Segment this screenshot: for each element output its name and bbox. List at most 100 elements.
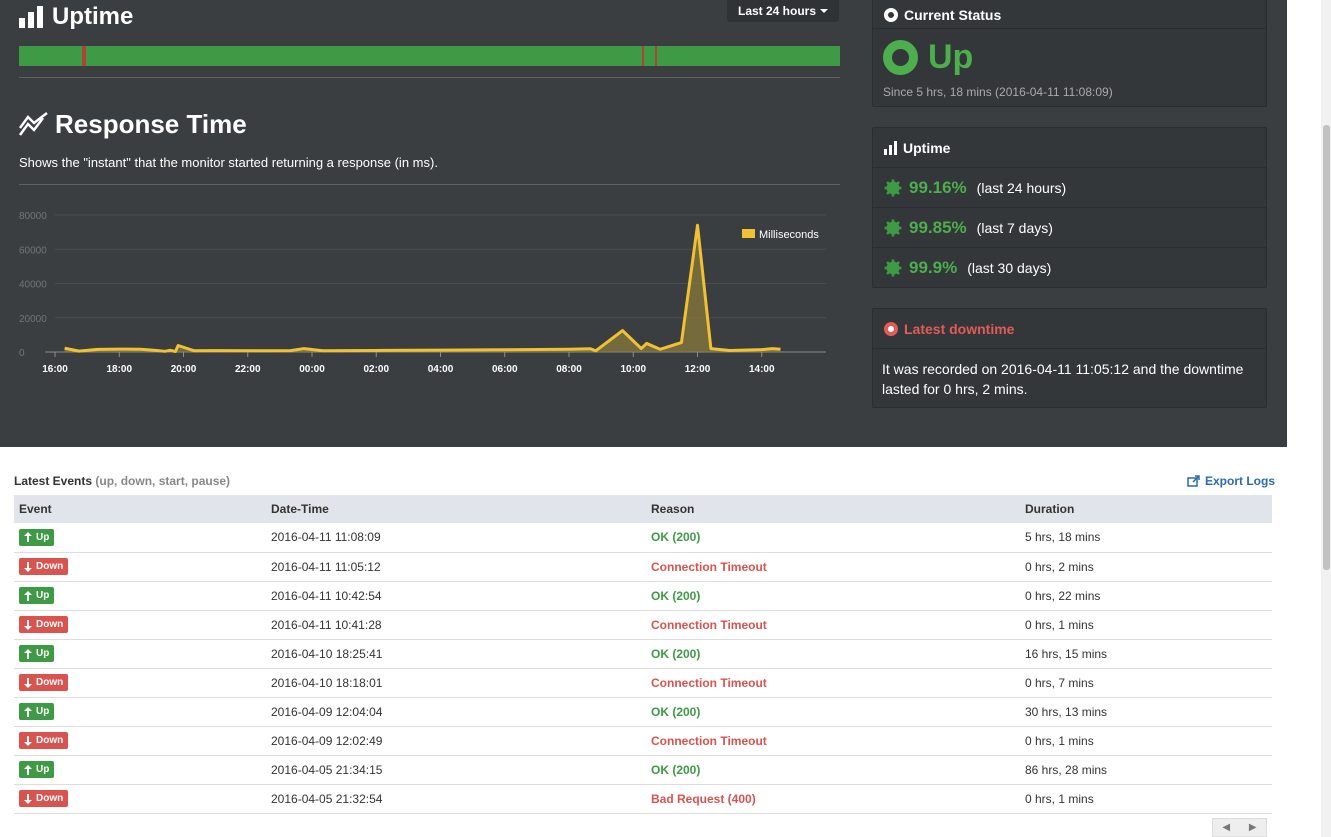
line-chart-icon [19,112,48,136]
current-status-header: Current Status [873,0,1266,29]
event-cell: Up [14,523,266,553]
event-label: Down [36,677,64,688]
datetime-cell: 2016-04-10 18:18:01 [266,668,646,698]
x-tick-label: 12:00 [685,364,711,375]
x-tick-label: 20:00 [171,364,197,375]
latest-downtime-header: Latest downtime [873,309,1266,349]
latest-downtime-text: It was recorded on 2016-04-11 11:05:12 a… [882,361,1244,397]
event-badge: Down [19,732,69,749]
header-event[interactable]: Event [14,495,266,523]
current-status-title: Current Status [904,6,1002,23]
event-cell: Down [14,552,266,582]
uptime-row: 99.85% (last 7 days) [873,208,1266,248]
x-tick-label: 06:00 [492,364,518,375]
uptime-card-header: Uptime [873,128,1266,168]
export-logs-label: Export Logs [1205,474,1276,488]
event-badge: Down [19,674,69,691]
reason-cell: Connection Timeout [646,610,1020,640]
event-badge: Up [19,528,55,546]
legend-label: Milliseconds [759,229,819,241]
status-dot-icon [884,7,898,22]
event-cell: Down [14,610,266,640]
bar-chart-icon [884,140,897,155]
status-text: Up [928,38,974,76]
duration-cell: 0 hrs, 2 mins [1020,552,1272,582]
scrollbar-thumb[interactable] [1323,125,1330,570]
duration-cell: 0 hrs, 1 mins [1020,726,1272,756]
datetime-cell: 2016-04-05 21:34:15 [266,755,646,785]
datetime-cell: 2016-04-11 10:42:54 [266,581,646,611]
y-tick-label: 0 [19,348,25,359]
header-duration[interactable]: Duration [1020,495,1272,523]
arrow-up-icon [24,532,32,543]
downtime-dot-icon [884,321,898,336]
uptime-period: (last 24 hours) [976,179,1067,196]
events-hint: (up, down, start, pause) [95,474,231,488]
up-ring-icon [883,40,918,75]
duration-cell: 0 hrs, 22 mins [1020,581,1272,611]
x-tick-label: 18:00 [106,364,132,375]
event-badge: Up [19,645,55,662]
response-time-title-text: Response Time [55,108,247,139]
downtime-marker[interactable] [655,46,657,66]
x-tick-label: 10:00 [620,364,646,375]
event-cell: Down [14,784,266,814]
duration-cell: 86 hrs, 28 mins [1020,755,1272,785]
reason-cell: OK (200) [646,581,1020,611]
range-label: Last 24 hours [737,4,817,18]
arrow-up-icon [24,590,32,601]
event-row: Up 2016-04-11 11:08:09 OK (200) 5 hrs, 18 m… [14,523,1272,553]
event-badge: Down [19,558,69,575]
response-time-title: Response Time [19,108,247,140]
next-page-button[interactable]: ▶ [1248,822,1257,833]
header-reason[interactable]: Reason [646,495,1020,523]
series-line [64,223,781,353]
prev-page-button[interactable]: ◀ [1222,822,1231,833]
x-tick-label: 14:00 [749,364,775,375]
datetime-cell: 2016-04-11 11:05:12 [266,552,646,582]
event-label: Down [36,793,64,804]
export-icon [1187,475,1200,487]
event-row: Up 2016-04-10 18:25:41 OK (200) 16 hrs, 15 … [14,639,1272,669]
datetime-cell: 2016-04-10 18:25:41 [266,639,646,669]
reason-cell: Connection Timeout [646,552,1020,582]
uptime-title: Uptime [19,2,133,32]
range-dropdown-button[interactable]: Last 24 hours [727,0,839,22]
datetime-cell: 2016-04-11 11:08:09 [266,523,646,553]
x-tick-label: 08:00 [556,364,582,375]
export-logs-link[interactable]: Export Logs [1187,474,1275,488]
arrow-up-icon [24,706,32,717]
uptime-card: Uptime 99.16% (last 24 hours) 99.85% (last … [872,127,1267,288]
duration-cell: 0 hrs, 1 mins [1020,784,1272,814]
gear-badge-icon [884,179,902,196]
x-tick-label: 22:00 [235,364,261,375]
events-table: Event Date-Time Reason Duration Up 2016-0… [14,495,1272,814]
event-label: Down [36,619,64,630]
uptime-percentage: 99.9% [909,258,958,277]
header-datetime[interactable]: Date-Time [266,495,646,523]
caret-down-icon [820,9,829,13]
datetime-cell: 2016-04-09 12:04:04 [266,697,646,727]
event-cell: Up [14,639,266,669]
reason-cell: Connection Timeout [646,668,1020,698]
uptime-row: 99.9% (last 30 days) [873,248,1266,288]
event-badge: Up [19,703,55,720]
event-cell: Down [14,726,266,756]
response-time-chart: 80000 60000 40000 20000 0 18:00 20:00 22:00 00:0… [19,211,826,375]
duration-cell: 30 hrs, 13 mins [1020,697,1272,727]
event-row: Down 2016-04-05 21:32:54 Bad Request (400)… [14,784,1272,814]
x-tick-label: 00:00 [299,364,325,375]
event-cell: Down [14,668,266,698]
datetime-cell: 2016-04-11 10:41:28 [266,610,646,640]
event-label: Up [36,648,50,659]
uptime-period: (last 7 days) [976,219,1053,236]
event-cell: Up [14,581,266,611]
event-badge: Down [19,790,69,807]
y-tick-label: 40000 [19,280,47,291]
event-label: Up [36,764,50,775]
downtime-marker[interactable] [82,46,86,66]
downtime-marker[interactable] [642,46,644,66]
duration-cell: 0 hrs, 7 mins [1020,668,1272,698]
event-row: Down 2016-04-09 12:02:49 Connection Timeou… [14,726,1272,756]
reason-cell: Connection Timeout [646,726,1020,756]
